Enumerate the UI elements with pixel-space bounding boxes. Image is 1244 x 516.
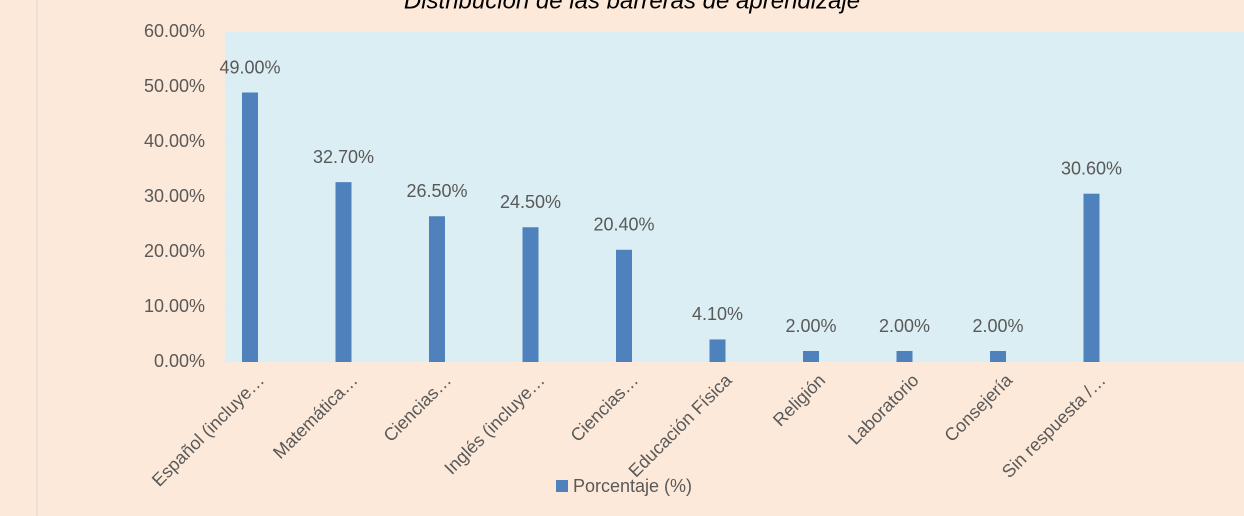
bar: [896, 351, 913, 362]
bar: [803, 351, 819, 362]
bar: [242, 92, 258, 362]
bar: [709, 339, 726, 362]
bar: [429, 216, 445, 362]
data-label: 32.70%: [313, 147, 374, 167]
bar: [1083, 193, 1100, 362]
data-label: 30.60%: [1061, 158, 1122, 178]
data-label: 2.00%: [879, 316, 930, 336]
data-label: 20.40%: [593, 215, 654, 235]
chart-title: Distribución de las barreras de aprendiz…: [404, 0, 860, 14]
bar: [616, 249, 632, 362]
y-tick-label: 60.00%: [144, 21, 205, 41]
bar: [522, 227, 539, 362]
y-tick-label: 20.00%: [144, 241, 205, 261]
y-tick-label: 10.00%: [144, 296, 205, 316]
y-tick-label: 40.00%: [144, 131, 205, 151]
y-tick-label: 50.00%: [144, 76, 205, 96]
bar: [990, 351, 1006, 362]
data-label: 49.00%: [219, 57, 280, 77]
y-tick-label: 0.00%: [154, 351, 205, 371]
plot-area: [225, 32, 1244, 362]
data-label: 24.50%: [500, 192, 561, 212]
data-label: 2.00%: [785, 316, 836, 336]
data-label: 4.10%: [692, 304, 743, 324]
y-tick-label: 30.00%: [144, 186, 205, 206]
legend-swatch: [556, 480, 568, 492]
legend-label: Porcentaje (%): [573, 476, 692, 496]
bar: [335, 182, 352, 362]
data-label: 26.50%: [406, 181, 467, 201]
data-label: 2.00%: [972, 316, 1023, 336]
